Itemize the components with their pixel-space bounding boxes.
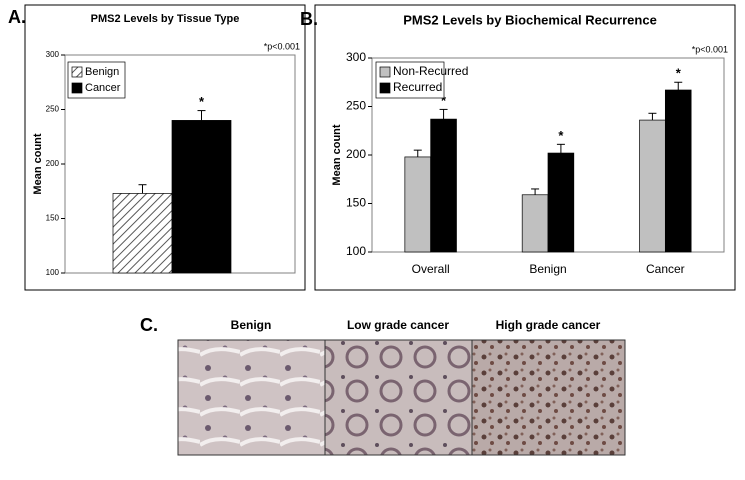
y-tick-label: 200	[346, 147, 366, 161]
image-caption: High grade cancer	[496, 318, 601, 332]
chart-title: PMS2 Levels by Tissue Type	[91, 13, 240, 25]
x-tick-label: Benign	[529, 262, 566, 276]
y-tick-label: 150	[46, 214, 60, 223]
legend-swatch	[71, 66, 83, 78]
bar	[171, 120, 232, 274]
y-tick-label: 300	[46, 50, 60, 59]
x-tick-label: Cancer	[646, 262, 685, 276]
legend-swatch	[71, 82, 83, 94]
y-axis-label: Mean count	[331, 124, 343, 185]
bar	[547, 152, 575, 253]
panel-a-frame	[24, 4, 306, 291]
panel-label: C.	[140, 315, 158, 335]
bar	[404, 156, 432, 253]
panel-label: A.	[8, 7, 26, 27]
image-caption: Low grade cancer	[347, 318, 449, 332]
micrograph	[324, 339, 473, 456]
bar	[664, 89, 692, 253]
legend-label: Benign	[85, 66, 119, 78]
y-tick-label: 100	[346, 244, 366, 258]
legend-swatch	[379, 82, 391, 94]
bar	[639, 119, 666, 253]
significance-mark: *	[558, 128, 564, 143]
y-axis-label: Mean count	[32, 133, 44, 194]
bar	[430, 118, 457, 253]
y-tick-label: 100	[46, 268, 60, 277]
legend-swatch	[379, 66, 391, 78]
y-tick-label: 300	[346, 50, 366, 64]
panel-label: B.	[300, 9, 318, 29]
chart-title: PMS2 Levels by Biochemical Recurrence	[403, 12, 657, 27]
y-tick-label: 250	[346, 99, 366, 113]
legend-label: Recurred	[393, 80, 442, 94]
bar	[112, 193, 173, 274]
legend-label: Cancer	[85, 82, 121, 94]
y-tick-label: 200	[46, 159, 60, 168]
bar	[521, 194, 549, 253]
legend-label: Non-Recurred	[393, 64, 468, 78]
micrograph	[471, 339, 626, 456]
y-tick-label: 150	[346, 196, 366, 210]
y-tick-label: 250	[46, 105, 60, 114]
annotation: *p<0.001	[264, 41, 300, 51]
image-caption: Benign	[231, 318, 272, 332]
significance-mark: *	[199, 94, 205, 109]
significance-mark: *	[441, 93, 447, 108]
annotation: *p<0.001	[692, 44, 728, 54]
micrograph	[177, 339, 326, 456]
panel-b-frame	[314, 4, 736, 291]
significance-mark: *	[676, 66, 682, 81]
x-tick-label: Overall	[412, 262, 450, 276]
